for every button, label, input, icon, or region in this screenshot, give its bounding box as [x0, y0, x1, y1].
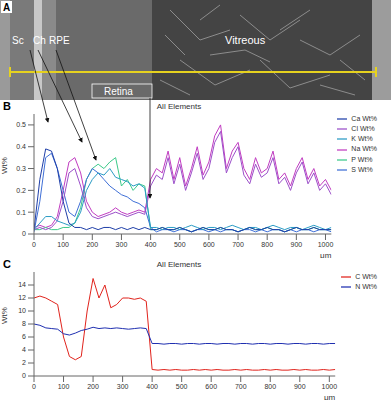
svg-text:0: 0: [32, 241, 36, 248]
svg-text:0: 0: [32, 383, 36, 390]
svg-text:8: 8: [22, 320, 26, 327]
svg-text:400: 400: [146, 383, 158, 390]
svg-text:1000: 1000: [322, 383, 338, 390]
svg-text:14: 14: [18, 281, 26, 288]
svg-text:200: 200: [86, 241, 98, 248]
svg-text:0.2: 0.2: [16, 187, 26, 194]
svg-text:RPE: RPE: [49, 35, 70, 46]
svg-text:Wt%: Wt%: [8, 157, 9, 174]
svg-text:800: 800: [264, 383, 276, 390]
html-text:P Wt%: P Wt%: [351, 155, 373, 163]
html-text:C: C: [3, 258, 11, 270]
svg-text:300: 300: [116, 241, 128, 248]
svg-text:300: 300: [117, 383, 129, 390]
svg-text:200: 200: [87, 383, 99, 390]
svg-text:Wt%: Wt%: [8, 307, 9, 324]
svg-text:500: 500: [174, 241, 186, 248]
svg-text:Ch: Ch: [33, 35, 46, 46]
svg-text:600: 600: [205, 383, 217, 390]
svg-text:600: 600: [203, 241, 215, 248]
svg-text:0: 0: [22, 372, 26, 379]
svg-text:Vitreous: Vitreous: [225, 34, 266, 46]
svg-text:6: 6: [22, 333, 26, 340]
svg-text:μm: μm: [324, 393, 336, 400]
svg-text:900: 900: [294, 383, 306, 390]
svg-text:μm: μm: [320, 251, 332, 258]
svg-text:4: 4: [22, 346, 26, 353]
html-text:All Elements: All Elements: [156, 102, 202, 111]
svg-text:10: 10: [18, 307, 26, 314]
svg-text:0.5: 0.5: [16, 121, 26, 128]
svg-text:100: 100: [57, 241, 69, 248]
svg-text:700: 700: [235, 383, 247, 390]
svg-text:12: 12: [18, 294, 26, 301]
svg-text:700: 700: [232, 241, 244, 248]
svg-text:800: 800: [261, 241, 273, 248]
svg-text:Sc: Sc: [12, 35, 24, 46]
html-text:B: B: [3, 100, 11, 112]
svg-text:500: 500: [176, 383, 188, 390]
svg-text:2: 2: [22, 359, 26, 366]
html-text:Ca Wt%: Ca Wt%: [351, 115, 377, 122]
html-text:Cl Wt%: Cl Wt%: [351, 125, 375, 133]
svg-text:Retina: Retina: [104, 86, 133, 97]
svg-text:0: 0: [22, 230, 26, 237]
svg-text:400: 400: [145, 241, 157, 248]
svg-text:A: A: [8, 2, 10, 13]
svg-text:100: 100: [58, 383, 70, 390]
html-text:All Elements: All Elements: [156, 260, 202, 269]
svg-text:900: 900: [291, 241, 303, 248]
html-text:C Wt%: C Wt%: [355, 273, 377, 280]
html-text:N Wt%: N Wt%: [355, 283, 377, 291]
svg-text:1000: 1000: [318, 241, 334, 248]
html-text:Na Wt%: Na Wt%: [351, 145, 377, 153]
svg-text:0.1: 0.1: [16, 209, 26, 216]
html-text:K Wt%: K Wt%: [351, 135, 373, 143]
svg-text:0.3: 0.3: [16, 165, 26, 172]
html-text:S Wt%: S Wt%: [351, 165, 373, 173]
svg-text:0.4: 0.4: [16, 143, 26, 150]
